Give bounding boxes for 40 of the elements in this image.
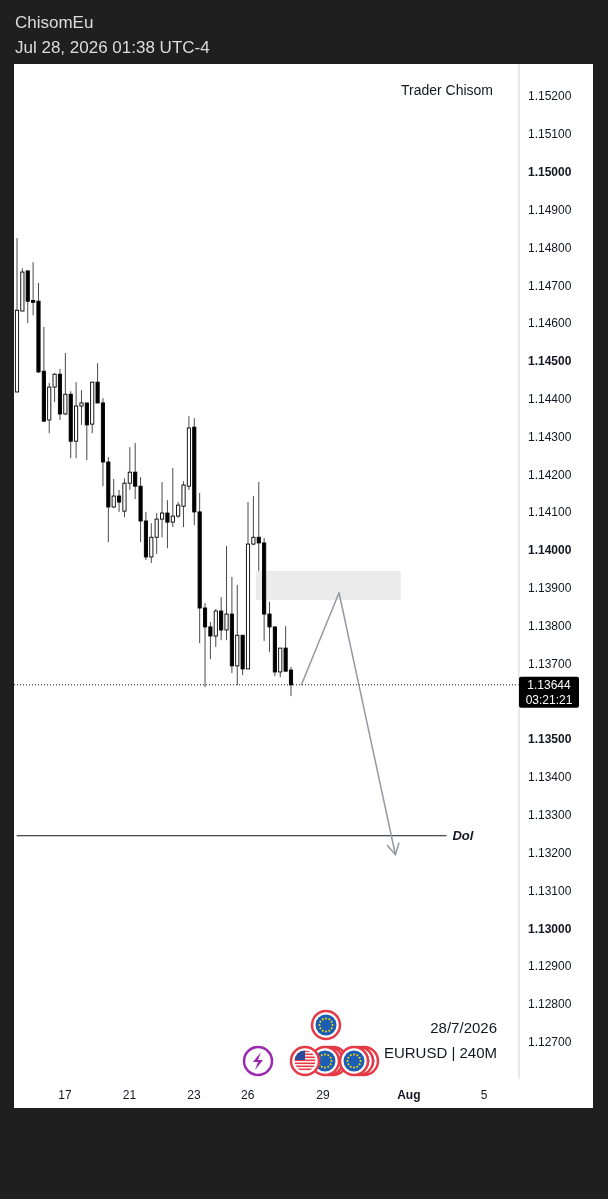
y-tick-label: 1.12900 xyxy=(528,959,572,974)
chart-subtitle: Jul 28, 2026 01:38 UTC-4 xyxy=(15,37,210,59)
y-tick-label: 1.13000 xyxy=(528,921,572,936)
x-tick-label: 29 xyxy=(316,1087,330,1102)
annotation: Trader Chisom xyxy=(400,81,493,98)
y-tick-label: 1.14500 xyxy=(528,354,572,369)
annotation: 28/7/2026 xyxy=(430,1019,497,1037)
y-tick-label: 1.12700 xyxy=(528,1035,572,1050)
y-tick-label: 1.13900 xyxy=(528,581,572,596)
y-tick-label: 1.14400 xyxy=(528,392,572,406)
x-tick-label: 5 xyxy=(480,1087,488,1102)
y-tick-label: 1.13200 xyxy=(528,845,572,860)
y-tick-label: 1.14600 xyxy=(528,316,572,331)
y-tick-label: 1.14200 xyxy=(528,467,572,482)
chart-title: ChisomEu xyxy=(15,12,95,34)
annotation: EURUSD | 240M xyxy=(383,1044,497,1062)
y-tick-label: 1.14300 xyxy=(528,429,572,444)
y-tick-label: 1.13100 xyxy=(528,883,572,898)
y-tick-label: 1.14800 xyxy=(528,240,572,255)
ref-line-label: Dol xyxy=(452,828,474,844)
x-tick-label: 21 xyxy=(122,1087,137,1102)
y-tick-label: 1.15100 xyxy=(528,127,572,142)
y-tick-label: 1.12800 xyxy=(528,997,572,1012)
text: 03:21:21 xyxy=(525,693,573,707)
y-tick-label: 1.14100 xyxy=(528,505,572,520)
y-tick-label: 1.14900 xyxy=(528,202,572,217)
y-tick-label: 1.13400 xyxy=(528,770,572,785)
y-tick-label: 1.15000 xyxy=(528,165,572,180)
y-tick-label: 1.14000 xyxy=(528,543,572,558)
x-tick-label: 26 xyxy=(241,1087,255,1102)
x-tick-label: Aug xyxy=(397,1087,421,1102)
y-tick-label: 1.13700 xyxy=(528,656,572,671)
y-tick-label: 1.13800 xyxy=(528,618,572,633)
y-tick-label: 1.15200 xyxy=(528,89,572,104)
y-tick-label: 1.14700 xyxy=(528,278,572,293)
y-tick-label: 1.13500 xyxy=(528,732,572,747)
x-tick-label: 17 xyxy=(58,1087,73,1102)
ref-line-label: 1.13644 xyxy=(527,678,572,692)
x-tick-label: 23 xyxy=(187,1087,201,1102)
y-tick-label: 1.13300 xyxy=(528,808,572,823)
